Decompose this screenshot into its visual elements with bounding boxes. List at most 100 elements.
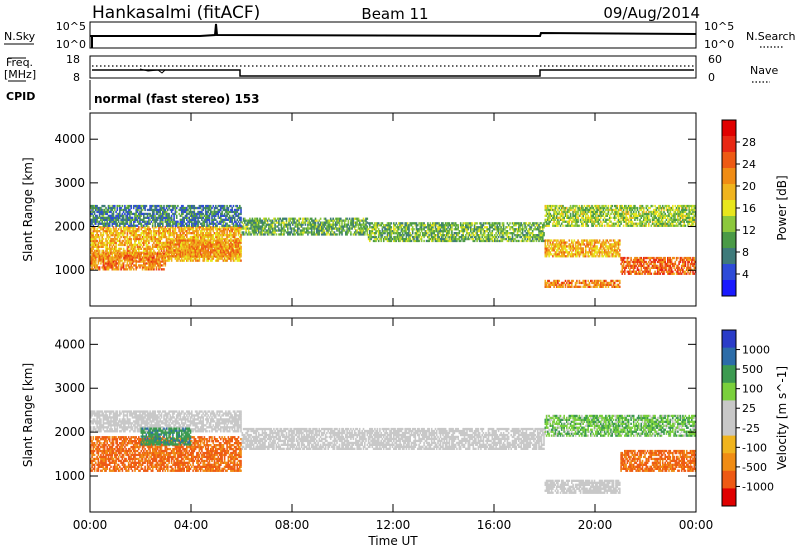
heatmap-cell: [192, 241, 194, 244]
heatmap-cell: [135, 260, 137, 263]
heatmap-cell: [189, 235, 192, 239]
heatmap-cell: [115, 264, 117, 267]
heatmap-cell: [506, 239, 509, 243]
heatmap-cell: [140, 239, 143, 243]
heatmap-cell: [254, 223, 256, 226]
heatmap-cell: [538, 239, 540, 243]
heatmap-cell: [351, 225, 353, 228]
heatmap-cell: [135, 232, 137, 235]
heatmap-cell: [497, 226, 500, 229]
heatmap-cell: [290, 231, 293, 234]
heatmap-cell: [358, 233, 361, 236]
heatmap-cell: [280, 225, 283, 228]
heatmap-cell: [240, 224, 242, 227]
heatmap-cell: [419, 226, 422, 229]
heatmap-cell: [542, 232, 544, 235]
heatmap-cell: [236, 228, 239, 231]
heatmap-cell: [138, 216, 140, 219]
heatmap-cell: [432, 222, 434, 225]
heatmap-cell: [103, 268, 106, 271]
heatmap-cell: [101, 237, 103, 241]
heatmap-cell: [122, 230, 125, 233]
heatmap-cell: [227, 226, 230, 229]
heatmap-cell: [179, 243, 182, 247]
heatmap-cell: [138, 254, 140, 257]
heatmap-cell: [143, 249, 145, 252]
heatmap-cell: [273, 221, 275, 224]
heatmap-cell: [180, 204, 183, 208]
heatmap-cell: [377, 232, 380, 235]
heatmap-cell: [203, 253, 206, 256]
heatmap-cell: [178, 251, 180, 254]
heatmap-cell: [119, 226, 121, 229]
heatmap-cell: [433, 230, 435, 233]
heatmap-cell: [111, 220, 114, 223]
heatmap-cell: [215, 210, 217, 214]
heatmap-cell: [136, 256, 139, 259]
heatmap-cell: [174, 249, 177, 252]
heatmap-cell: [380, 235, 382, 239]
heatmap-cell: [485, 237, 487, 241]
heatmap-cell: [206, 222, 208, 225]
heatmap-cell: [516, 230, 519, 233]
heatmap-cell: [192, 216, 194, 219]
heatmap-cell: [135, 208, 137, 212]
heatmap-cell: [449, 224, 452, 227]
nsky-tick-bottom: 10^0: [56, 38, 86, 51]
heatmap-cell: [95, 206, 97, 210]
heatmap-cell: [111, 266, 114, 269]
heatmap-cell: [482, 224, 485, 227]
heatmap-cell: [240, 253, 242, 256]
heatmap-cell: [254, 217, 256, 220]
heatmap-cell: [528, 222, 530, 225]
heatmap-cell: [143, 252, 145, 255]
heatmap-cell: [369, 232, 371, 235]
heatmap-cell: [433, 232, 435, 235]
heatmap-cell: [230, 226, 232, 229]
heatmap-cell: [90, 237, 92, 241]
heatmap-cell: [331, 219, 333, 222]
heatmap-cell: [127, 264, 130, 267]
heatmap-cell: [112, 239, 115, 243]
heatmap-cell: [163, 235, 165, 239]
heatmap-cell: [236, 239, 239, 243]
heatmap-cell: [529, 234, 531, 237]
heatmap-cell: [202, 222, 204, 225]
heatmap-cell: [209, 245, 212, 248]
heatmap-cell: [261, 221, 264, 224]
heatmap-cell: [220, 228, 222, 231]
heatmap-cell: [135, 249, 137, 252]
heatmap-cell: [107, 256, 110, 259]
heatmap-cell: [240, 216, 242, 219]
heatmap-cell: [230, 234, 232, 237]
heatmap-cell: [189, 245, 192, 248]
heatmap-cell: [222, 204, 225, 208]
heatmap-cell: [156, 212, 159, 216]
heatmap-cell: [120, 206, 122, 210]
heatmap-cell: [539, 232, 542, 235]
heatmap-cell: [95, 260, 97, 263]
heatmap-cell: [173, 214, 175, 217]
heatmap-cell: [222, 226, 225, 229]
heatmap-cell: [337, 219, 340, 222]
heatmap-cell: [207, 253, 209, 256]
heatmap-cell: [310, 229, 313, 232]
heatmap-cell: [213, 226, 216, 229]
heatmap-cell: [102, 214, 105, 217]
heatmap-cell: [138, 260, 140, 263]
heatmap-cell: [316, 227, 318, 230]
heatmap-cell: [138, 208, 140, 212]
heatmap-cell: [107, 218, 110, 221]
heatmap-cell: [209, 226, 212, 229]
heatmap-cell: [175, 235, 178, 239]
heatmap-cell: [462, 230, 464, 233]
heatmap-cell: [167, 226, 169, 229]
heatmap-cell: [199, 204, 202, 208]
heatmap-cell: [449, 226, 452, 229]
heatmap-cell: [438, 224, 441, 227]
heatmap-cell: [401, 232, 404, 235]
heatmap-cell: [165, 204, 168, 208]
heatmap-cell: [233, 226, 236, 229]
heatmap-cell: [110, 237, 112, 241]
heatmap-cell: [454, 222, 457, 225]
